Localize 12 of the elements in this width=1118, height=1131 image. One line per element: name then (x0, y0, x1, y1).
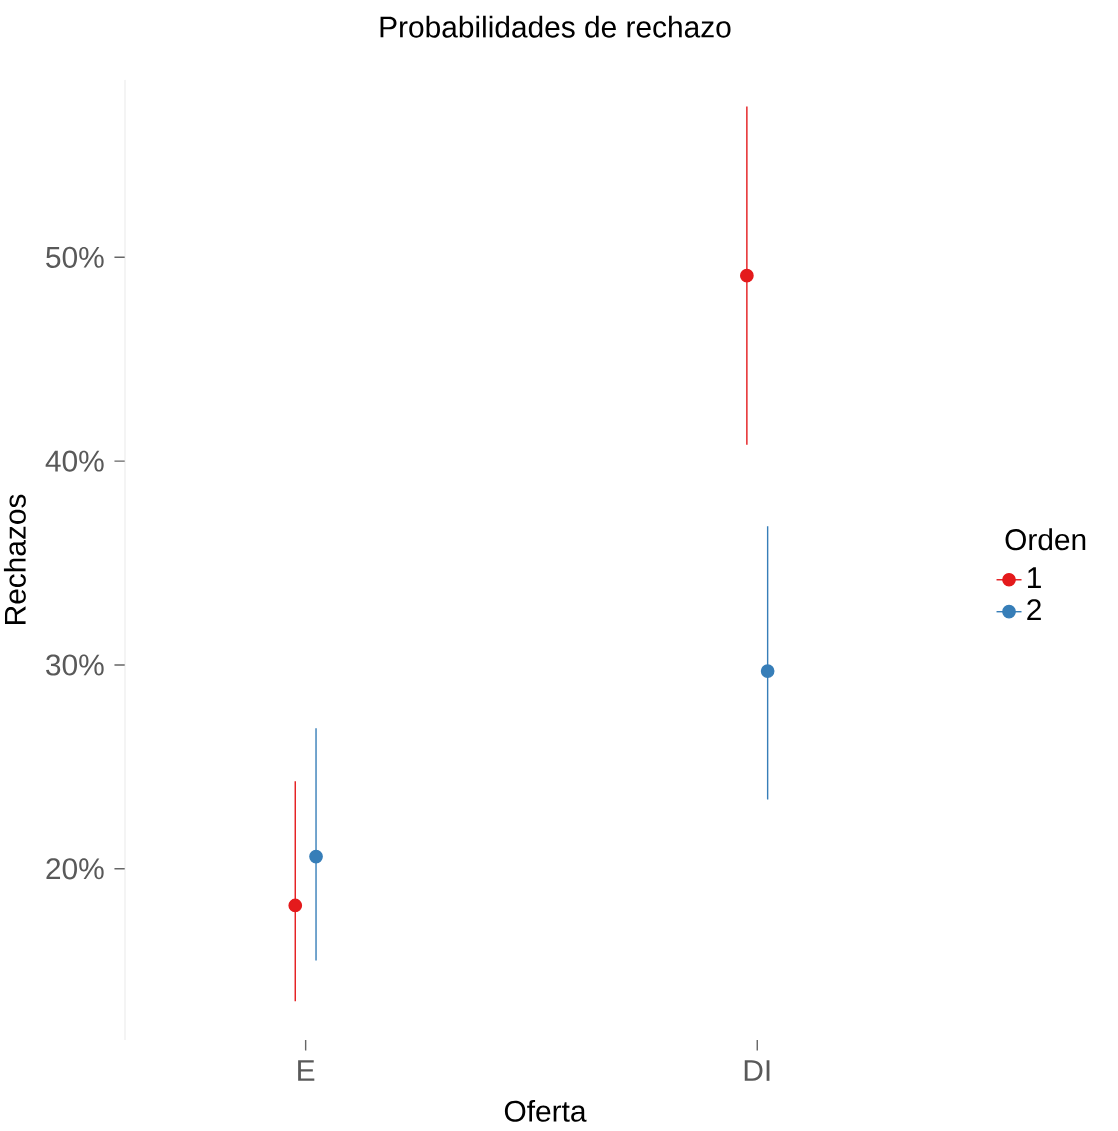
y-tick-label: 30% (46, 654, 104, 676)
x-axis-title: Oferta (504, 1099, 587, 1122)
legend-label: 2 (1027, 599, 1041, 621)
y-axis-title: Rechazos (3, 494, 26, 624)
x-tick-label: DI (744, 1060, 770, 1081)
y-tick-label: 50% (46, 246, 104, 268)
legend-label: 1 (1028, 567, 1041, 588)
x-tick-label: E (298, 1060, 315, 1081)
y-tick-label: 40% (45, 450, 104, 472)
y-tick-label: 20% (46, 858, 104, 880)
legend-title: Orden (1005, 528, 1086, 551)
chart-title: Probabilidades de rechazo (380, 15, 731, 38)
